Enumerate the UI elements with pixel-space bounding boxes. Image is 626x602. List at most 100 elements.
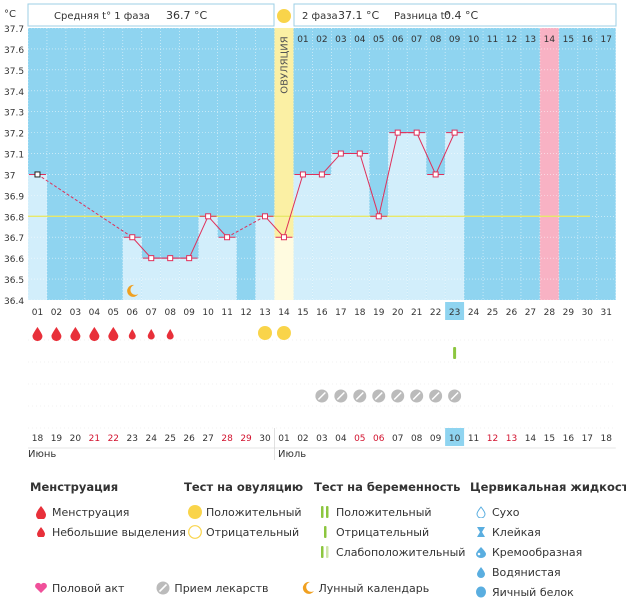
legend-cervical-title: Цервикальная жидкость bbox=[470, 480, 626, 494]
calendar-date: 18 bbox=[32, 434, 44, 444]
ovulation-test-positive-icon bbox=[258, 326, 272, 340]
temperature-segment bbox=[188, 216, 209, 259]
legend-ovulation-test: Тест на овуляцию Положительный Отрицател… bbox=[184, 480, 303, 542]
temperature-bar bbox=[179, 258, 199, 300]
cycle-day-label: 08 bbox=[164, 308, 176, 318]
post-ovulation-day: 04 bbox=[354, 35, 366, 45]
sun-negative-icon bbox=[188, 525, 202, 539]
medication-icon-mark bbox=[374, 391, 383, 401]
highlighted-day-column bbox=[539, 28, 559, 300]
calendar-date: 30 bbox=[259, 434, 271, 444]
post-ovulation-day: 02 bbox=[316, 35, 327, 45]
medication-icon-mark bbox=[450, 391, 459, 401]
phase2-value: 37.1 °C bbox=[338, 9, 379, 22]
calendar-date: 29 bbox=[240, 434, 252, 444]
calendar-date: 18 bbox=[601, 434, 613, 444]
calendar-date: 17 bbox=[582, 434, 593, 444]
legend-ovulation-negative: Отрицательный bbox=[206, 525, 300, 539]
watery-icon bbox=[477, 567, 485, 578]
temperature-point bbox=[262, 213, 268, 220]
calendar-date: 23 bbox=[127, 434, 138, 444]
post-ovulation-day: 06 bbox=[392, 35, 404, 45]
ovulation-bar bbox=[274, 237, 294, 300]
post-ovulation-day: 13 bbox=[525, 35, 536, 45]
legend-item: Кремообразная bbox=[470, 542, 626, 562]
medication-icon-mark bbox=[412, 391, 421, 401]
legend-item: Прием лекарств bbox=[152, 578, 269, 598]
one-line-icon bbox=[324, 526, 327, 538]
post-ovulation-day: 15 bbox=[563, 35, 574, 45]
medication-icon-mark bbox=[393, 391, 402, 401]
cycle-day-label: 10 bbox=[202, 308, 214, 318]
y-tick-label: 37.3 bbox=[4, 109, 24, 119]
post-ovulation-day: 03 bbox=[335, 35, 346, 45]
post-ovulation-day: 01 bbox=[297, 35, 308, 45]
temperature-point bbox=[167, 255, 174, 262]
cycle-day-label: 17 bbox=[335, 308, 346, 318]
cycle-day-label: 26 bbox=[506, 308, 518, 318]
temperature-bar bbox=[293, 174, 313, 300]
blood-drop-icon bbox=[89, 327, 100, 342]
cycle-day-label: 09 bbox=[183, 308, 195, 318]
cycle-day-label: 24 bbox=[468, 308, 480, 318]
calendar-date: 20 bbox=[70, 434, 82, 444]
legend-pregnancy-title: Тест на беременность bbox=[314, 480, 461, 494]
legend-item: Яичный белок bbox=[470, 582, 626, 602]
calendar-date: 14 bbox=[525, 434, 537, 444]
calendar-date: 28 bbox=[221, 434, 233, 444]
post-ovulation-day: 14 bbox=[544, 35, 556, 45]
legend-cervical-creamy: Кремообразная bbox=[492, 545, 583, 559]
cycle-day-label: 16 bbox=[316, 308, 328, 318]
cycle-day-label: 31 bbox=[601, 308, 612, 318]
calendar-date: 16 bbox=[563, 434, 575, 444]
temperature-point bbox=[375, 213, 382, 220]
calendar-date: 15 bbox=[544, 434, 555, 444]
legend-item: Половой акт bbox=[30, 578, 124, 598]
cycle-day-label: 18 bbox=[354, 308, 366, 318]
legend-pregnancy-faint: Слабоположительный bbox=[336, 545, 466, 559]
temperature-point bbox=[205, 213, 212, 220]
calendar-date: 11 bbox=[468, 434, 479, 444]
temperature-segment bbox=[207, 215, 228, 238]
diff-value: 0.4 °C bbox=[444, 9, 478, 22]
temperature-bar bbox=[122, 237, 142, 300]
temperature-bar bbox=[217, 237, 237, 300]
y-tick-label: 37.6 bbox=[4, 46, 24, 56]
legend-item: Слабоположительный bbox=[314, 542, 465, 562]
y-tick-label: 37.7 bbox=[4, 25, 24, 35]
current-day-highlight bbox=[445, 302, 465, 320]
cycle-day-label: 28 bbox=[544, 308, 556, 318]
temperature-segment bbox=[416, 132, 437, 175]
calendar-date: 26 bbox=[183, 434, 195, 444]
temperature-segment bbox=[131, 236, 152, 259]
temperature-point bbox=[224, 234, 231, 241]
legend-item: Положительный bbox=[314, 502, 465, 522]
phase2-box bbox=[293, 3, 617, 27]
y-tick-label: 37.4 bbox=[4, 88, 24, 98]
blood-drop-icon bbox=[108, 327, 119, 342]
sun-positive-icon bbox=[188, 505, 202, 519]
dry-icon bbox=[476, 506, 486, 518]
cycle-day-label: 15 bbox=[297, 308, 308, 318]
cycle-day-label: 21 bbox=[411, 308, 422, 318]
calendar-date: 01 bbox=[278, 434, 289, 444]
cycle-day-label: 27 bbox=[525, 308, 536, 318]
blood-drop-icon bbox=[32, 327, 43, 342]
legend-intercourse: Половой акт bbox=[52, 581, 125, 595]
legend-item: Отрицательный bbox=[314, 522, 465, 542]
moon-icon bbox=[302, 581, 314, 594]
cycle-day-label: 11 bbox=[221, 308, 232, 318]
temperature-segment bbox=[359, 153, 380, 217]
temperature-segment bbox=[378, 132, 399, 217]
post-ovulation-day: 08 bbox=[430, 35, 442, 45]
y-tick-label: 37.2 bbox=[4, 130, 24, 140]
two-lines-icon bbox=[321, 506, 329, 518]
small-drop-icon bbox=[128, 329, 136, 340]
temperature-segment bbox=[226, 215, 266, 238]
legend-item: Сухо bbox=[470, 502, 626, 522]
legend-ovulation-title: Тест на овуляцию bbox=[184, 480, 304, 494]
today-highlight bbox=[445, 428, 465, 446]
cycle-day-label: 01 bbox=[32, 308, 43, 318]
phase1-label: Средняя t° 1 фаза bbox=[54, 11, 150, 22]
calendar-date: 07 bbox=[392, 434, 403, 444]
